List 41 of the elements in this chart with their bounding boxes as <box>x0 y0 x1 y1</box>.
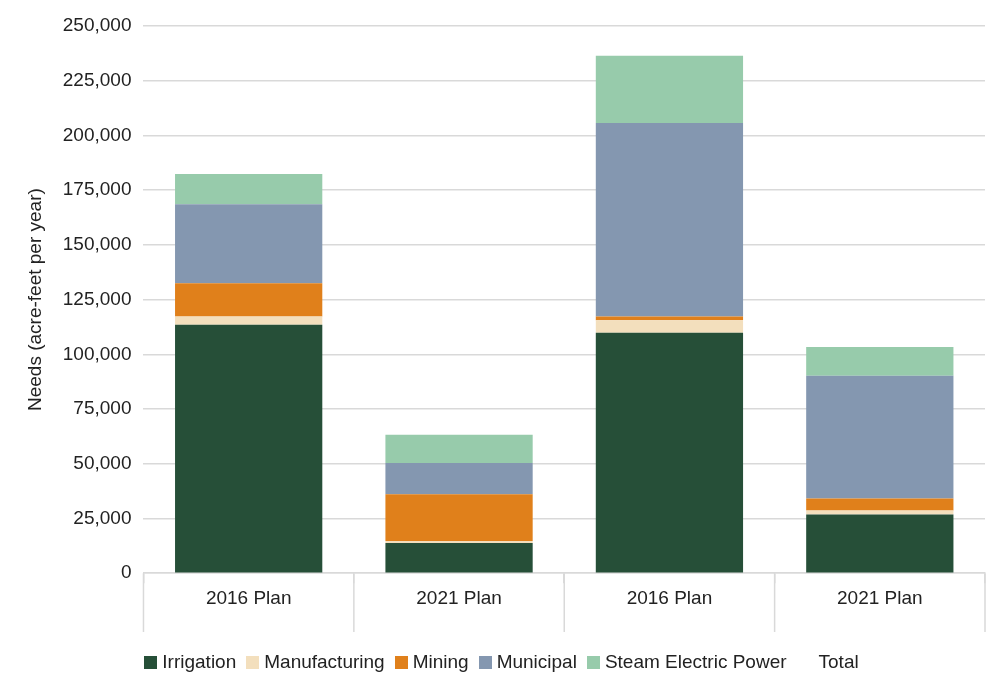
text: Total <box>818 651 859 673</box>
y-tick-label: 0 <box>120 561 132 583</box>
bar <box>595 122 744 317</box>
bar <box>806 375 954 499</box>
y-tick-label: 100,000 <box>62 342 132 364</box>
x-tick-label: 2016 Plan <box>205 586 292 608</box>
bar <box>385 462 533 495</box>
bar <box>595 320 744 333</box>
bar <box>175 324 323 573</box>
y-tick-label: 50,000 <box>73 451 132 473</box>
bar <box>806 514 954 573</box>
legend-label: Municipal <box>496 651 577 673</box>
y-tick-label: 75,000 <box>73 397 132 419</box>
y-tick-label: 150,000 <box>62 233 132 255</box>
bar <box>385 543 533 573</box>
bar <box>175 173 323 205</box>
legend-label: Mining <box>412 651 469 673</box>
x-tick-label: 2021 Plan <box>416 586 502 608</box>
y-tick-label: 225,000 <box>62 68 132 90</box>
x-tick-label: 2016 Plan <box>626 586 713 608</box>
legend-label: Irrigation <box>162 651 237 673</box>
bar <box>806 510 954 515</box>
bar <box>595 316 744 321</box>
bar <box>595 332 744 573</box>
y-tick-label: 200,000 <box>62 123 132 145</box>
legend-label: Steam Electric Power <box>604 651 787 673</box>
y-tick-label: 125,000 <box>62 287 132 309</box>
y-tick-label: 175,000 <box>62 178 132 200</box>
x-tick-label: 2021 Plan <box>837 586 923 608</box>
bar <box>595 55 744 123</box>
y-tick-label: 25,000 <box>73 506 132 528</box>
bar <box>806 498 954 511</box>
y-tick-label: 250,000 <box>62 14 132 36</box>
legend-label: Manufacturing <box>264 651 385 673</box>
bar <box>175 316 323 325</box>
bar <box>385 434 533 463</box>
bar <box>175 283 323 317</box>
bar <box>175 204 323 284</box>
y-axis-title: Needs (acre-feet per year) <box>23 188 45 412</box>
bar <box>806 347 954 376</box>
bar <box>385 494 533 542</box>
